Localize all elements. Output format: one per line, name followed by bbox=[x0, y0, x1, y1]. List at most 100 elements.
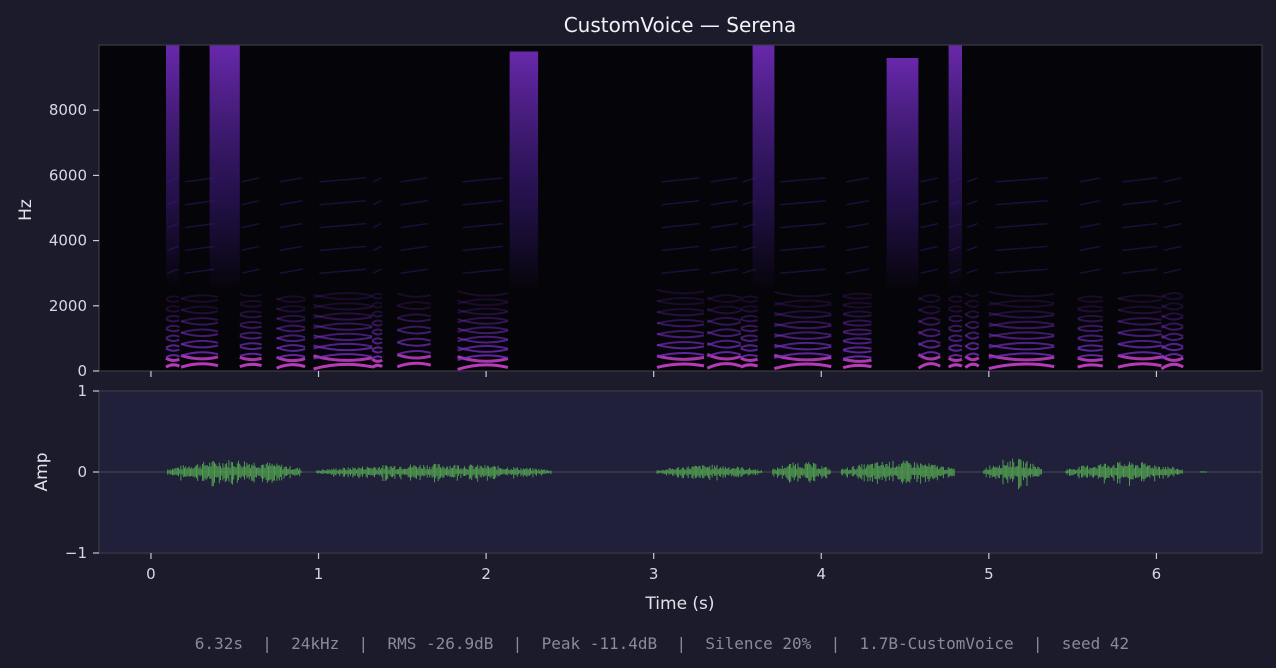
spectrogram-segment bbox=[947, 45, 963, 369]
harmonic-band bbox=[457, 298, 509, 305]
harmonic-band bbox=[917, 316, 941, 324]
spectrogram-y-label: Hz bbox=[16, 199, 36, 221]
y-tick-label: 6000 bbox=[49, 166, 87, 184]
harmonic-band bbox=[842, 313, 872, 318]
harmonic-band bbox=[842, 357, 872, 363]
harmonic-band bbox=[396, 292, 432, 298]
spectrogram-segment bbox=[1117, 177, 1162, 369]
harmonic-band bbox=[165, 328, 180, 333]
harmonic-band bbox=[276, 334, 306, 340]
x-tick-label: 3 bbox=[649, 565, 659, 583]
harmonic-band bbox=[239, 292, 262, 298]
formant-streak bbox=[1163, 222, 1182, 229]
harmonic-band bbox=[740, 344, 758, 349]
harmonic-band bbox=[371, 295, 383, 300]
harmonic-band bbox=[774, 341, 832, 349]
formant-streak bbox=[462, 245, 503, 252]
harmonic-band bbox=[1160, 322, 1184, 329]
harmonic-band bbox=[276, 326, 306, 333]
formant-streak bbox=[279, 222, 303, 229]
harmonic-band bbox=[706, 319, 742, 326]
formant-streak bbox=[462, 177, 503, 183]
harmonic-band bbox=[371, 322, 383, 327]
formant-streak bbox=[1163, 177, 1182, 183]
harmonic-band bbox=[656, 319, 705, 325]
harmonic-band bbox=[371, 340, 383, 345]
harmonic-band bbox=[917, 319, 941, 326]
harmonic-band bbox=[396, 337, 432, 344]
spectrogram-segment bbox=[773, 177, 832, 371]
harmonic-band bbox=[740, 318, 758, 323]
spectrogram-segment bbox=[457, 177, 509, 371]
spectrogram-segment bbox=[706, 177, 742, 370]
harmonic-band bbox=[948, 298, 963, 303]
formant-streak bbox=[995, 199, 1048, 206]
harmonic-band bbox=[396, 313, 432, 319]
harmonic-band bbox=[774, 331, 832, 338]
formant-streak bbox=[279, 177, 303, 183]
waveform-segment bbox=[656, 464, 762, 481]
formant-streak bbox=[400, 199, 428, 206]
harmonic-band bbox=[457, 290, 509, 297]
x-tick-label: 0 bbox=[146, 565, 156, 583]
harmonic-band bbox=[276, 324, 306, 330]
harmonic-band bbox=[1077, 305, 1104, 310]
harmonic-band bbox=[165, 298, 180, 303]
formant-streak bbox=[319, 199, 367, 206]
harmonic-band bbox=[371, 319, 383, 324]
harmonic-band bbox=[1160, 304, 1184, 311]
waveform-marks bbox=[167, 458, 1207, 490]
harmonic-band bbox=[706, 328, 742, 335]
harmonic-band bbox=[165, 347, 180, 352]
formant-streak bbox=[400, 222, 428, 229]
harmonic-band bbox=[964, 342, 980, 348]
harmonic-band bbox=[948, 305, 963, 310]
formant-streak bbox=[661, 199, 700, 206]
formant-streak bbox=[184, 199, 215, 206]
harmonic-band bbox=[313, 292, 373, 299]
formant-streak bbox=[966, 222, 978, 229]
harmonic-band bbox=[964, 323, 980, 329]
formant-streak bbox=[1163, 268, 1182, 274]
harmonic-band bbox=[948, 334, 963, 339]
harmonic-band bbox=[964, 310, 980, 316]
harmonic-band bbox=[706, 362, 742, 370]
x-tick-label: 1 bbox=[314, 565, 324, 583]
formant-streak bbox=[920, 268, 939, 274]
formant-streak bbox=[661, 245, 700, 252]
harmonic-band bbox=[276, 295, 306, 301]
harmonic-band bbox=[988, 320, 1055, 328]
harmonic-band bbox=[1117, 343, 1162, 349]
formant-streak bbox=[1080, 199, 1101, 206]
harmonic-band bbox=[371, 349, 383, 354]
harmonic-band bbox=[1077, 327, 1104, 333]
harmonic-band bbox=[740, 314, 758, 320]
formant-streak bbox=[779, 199, 826, 206]
harmonic-band bbox=[1077, 298, 1104, 303]
harmonic-band bbox=[457, 354, 509, 361]
formant-streak bbox=[1122, 177, 1158, 183]
formant-streak bbox=[1080, 222, 1101, 229]
harmonic-band bbox=[1117, 328, 1162, 334]
fricative-noise bbox=[948, 45, 962, 290]
harmonic-band bbox=[371, 331, 383, 336]
harmonic-band bbox=[706, 305, 742, 313]
harmonic-band bbox=[239, 321, 262, 326]
harmonic-band bbox=[1117, 353, 1162, 361]
harmonic-band bbox=[774, 310, 832, 317]
harmonic-band bbox=[917, 296, 941, 303]
harmonic-band bbox=[964, 352, 980, 358]
harmonic-band bbox=[239, 314, 262, 319]
harmonic-band bbox=[1117, 297, 1162, 303]
spectrogram-segment bbox=[313, 177, 373, 371]
harmonic-band bbox=[1117, 294, 1162, 300]
waveform-segment bbox=[983, 458, 1042, 490]
y-tick-label: 0 bbox=[77, 463, 87, 481]
spectrogram-y-ticks: 0 2000 4000 6000 8000 bbox=[49, 101, 99, 380]
harmonic-band bbox=[948, 308, 963, 313]
harmonic-band bbox=[740, 356, 759, 362]
harmonic-band bbox=[740, 327, 758, 333]
harmonic-band bbox=[396, 304, 432, 311]
formant-streak bbox=[372, 200, 382, 206]
harmonic-band bbox=[656, 341, 705, 347]
